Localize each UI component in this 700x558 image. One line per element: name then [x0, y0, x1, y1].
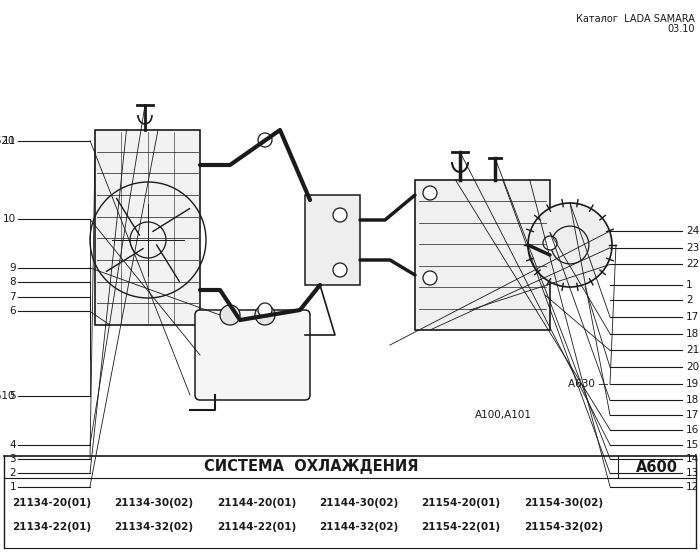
Text: СИСТЕМА  ОХЛАЖДЕНИЯ: СИСТЕМА ОХЛАЖДЕНИЯ: [204, 459, 419, 474]
Text: 2: 2: [686, 295, 692, 305]
Text: 21154-20(01): 21154-20(01): [421, 498, 500, 507]
Text: 22: 22: [686, 259, 699, 270]
Text: 3: 3: [9, 454, 16, 464]
Text: 8: 8: [9, 277, 16, 287]
Text: 4: 4: [9, 440, 16, 450]
Circle shape: [255, 305, 275, 325]
Circle shape: [528, 203, 612, 287]
Text: 21134-30(02): 21134-30(02): [114, 498, 193, 507]
Text: 18: 18: [686, 395, 699, 405]
Text: 21144-30(02): 21144-30(02): [319, 498, 398, 507]
Text: А600: А600: [636, 459, 678, 474]
Text: 7: 7: [9, 292, 16, 302]
Text: 13: 13: [686, 468, 699, 478]
Circle shape: [220, 305, 240, 325]
Text: 5: 5: [9, 391, 16, 401]
Text: 1: 1: [686, 280, 692, 290]
Bar: [415, 180, 550, 330]
Text: 24: 24: [686, 226, 699, 236]
Text: 17: 17: [686, 312, 699, 322]
Text: 21134-22(01): 21134-22(01): [12, 522, 91, 532]
Text: 20: 20: [686, 362, 699, 372]
Text: 21144-32(02): 21144-32(02): [319, 522, 398, 532]
Circle shape: [423, 271, 437, 285]
Text: 15: 15: [686, 440, 699, 450]
Text: 21144-20(01): 21144-20(01): [217, 498, 296, 507]
Circle shape: [258, 133, 272, 147]
Text: 11: 11: [3, 136, 16, 146]
Text: 21: 21: [686, 345, 699, 355]
Text: 21154-22(01): 21154-22(01): [421, 522, 500, 532]
Text: А100,А101: А100,А101: [475, 410, 532, 420]
FancyBboxPatch shape: [195, 310, 310, 400]
Text: 2: 2: [9, 468, 16, 478]
Bar: [305, 195, 360, 285]
Text: 9: 9: [9, 263, 16, 273]
Text: 19: 19: [686, 379, 699, 389]
Text: А630 —: А630 —: [568, 379, 608, 389]
Text: Каталог  LADA SAMARA: Каталог LADA SAMARA: [576, 14, 695, 24]
Text: 10: 10: [3, 214, 16, 224]
Text: 23: 23: [686, 243, 699, 253]
Text: 6: 6: [9, 306, 16, 316]
Text: 21154-32(02): 21154-32(02): [524, 522, 603, 532]
Text: 21134-32(02): 21134-32(02): [114, 522, 193, 532]
Circle shape: [333, 263, 347, 277]
Text: 21134-20(01): 21134-20(01): [12, 498, 91, 507]
Text: 16: 16: [686, 425, 699, 435]
Circle shape: [258, 303, 272, 317]
Text: 18: 18: [686, 329, 699, 339]
Circle shape: [333, 208, 347, 222]
Text: 17: 17: [686, 410, 699, 420]
Circle shape: [543, 236, 557, 250]
Text: 03.10: 03.10: [668, 24, 695, 34]
Text: 21144-22(01): 21144-22(01): [217, 522, 296, 532]
Text: 21154-30(02): 21154-30(02): [524, 498, 603, 507]
Text: 12: 12: [686, 482, 699, 492]
Circle shape: [423, 186, 437, 200]
Bar: [95, 130, 200, 325]
Text: 14: 14: [686, 454, 699, 464]
Text: — А620: — А620: [0, 136, 14, 146]
Text: — А610: — А610: [0, 391, 14, 401]
Text: 1: 1: [9, 482, 16, 492]
